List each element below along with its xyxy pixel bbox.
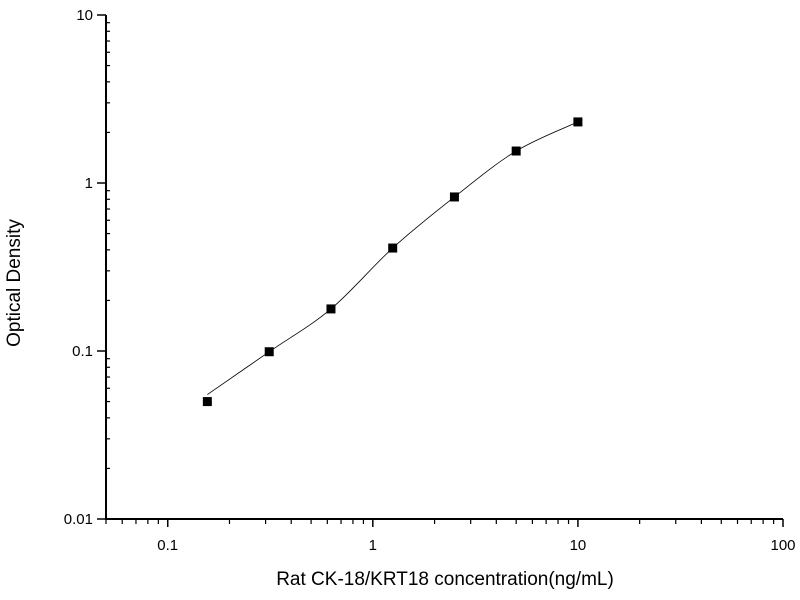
data-point <box>449 192 459 202</box>
y-tick-label: 0.1 <box>72 343 93 360</box>
data-point <box>202 397 212 407</box>
x-tick-label: 0.1 <box>157 537 178 554</box>
axes <box>97 14 784 527</box>
data-points <box>202 117 583 407</box>
y-tick-label: 1 <box>85 175 93 192</box>
data-point <box>511 146 521 156</box>
data-point <box>388 243 398 253</box>
fit-curve <box>207 121 579 395</box>
y-axis-title: Optical Density <box>4 219 25 347</box>
x-tick-label: 1 <box>369 537 377 554</box>
x-tick-labels: 0.1 1 10 100 <box>157 537 795 554</box>
x-tick-label: 100 <box>770 537 795 554</box>
data-point <box>326 304 336 314</box>
y-tick-labels: 0.01 0.1 1 10 <box>64 7 93 528</box>
x-tick-label: 10 <box>570 537 587 554</box>
data-point <box>264 347 274 357</box>
y-tick-label: 0.01 <box>64 511 93 528</box>
y-tick-label: 10 <box>76 7 93 24</box>
data-point <box>573 117 583 127</box>
x-axis-title: Rat CK-18/KRT18 concentration(ng/mL) <box>276 569 614 590</box>
